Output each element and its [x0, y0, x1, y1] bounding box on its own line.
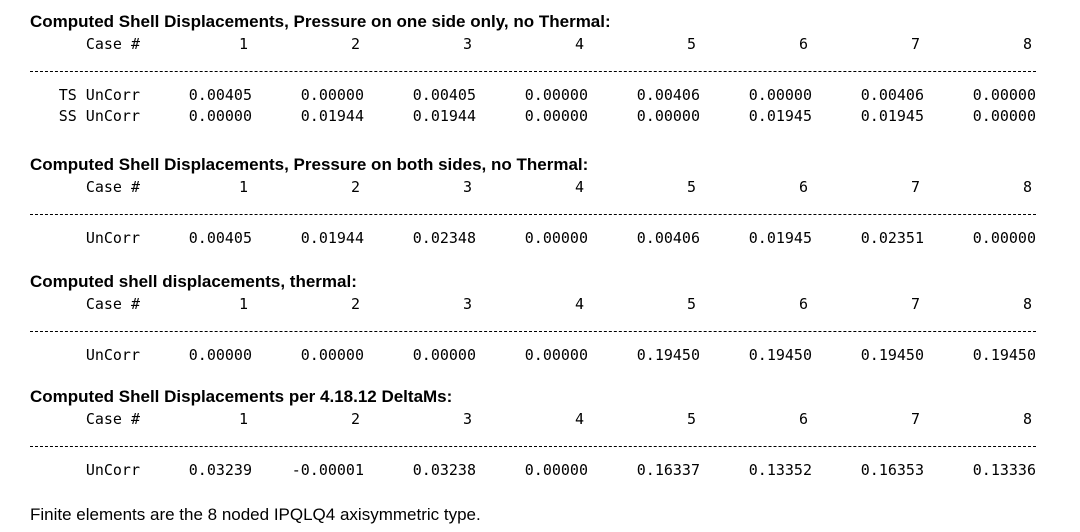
cell-value: 0.00000	[972, 229, 1036, 247]
case-number: 8	[1022, 178, 1032, 196]
cell-value: 0.00000	[300, 346, 364, 364]
cell-value: 0.00000	[524, 346, 588, 364]
cell-value: 0.16353	[860, 461, 924, 479]
case-number: 4	[574, 35, 584, 53]
case-number: 6	[798, 35, 808, 53]
row-label: SS UnCorr	[58, 107, 140, 125]
cell-value: 0.00406	[636, 86, 700, 104]
section-title: Computed Shell Displacements, Pressure o…	[30, 12, 611, 31]
cell-value: 0.00406	[636, 229, 700, 247]
cell-value: 0.19450	[860, 346, 924, 364]
dashed-rule	[30, 331, 1036, 332]
case-number: 6	[798, 295, 808, 313]
cell-value: 0.00000	[524, 229, 588, 247]
header-label: Case #	[85, 35, 140, 53]
cell-value: 0.00000	[636, 107, 700, 125]
cell-value: 0.03239	[188, 461, 252, 479]
case-number: 7	[910, 410, 920, 428]
cell-value: 0.16337	[636, 461, 700, 479]
cell-value: 0.00000	[188, 107, 252, 125]
cell-value: 0.00000	[972, 107, 1036, 125]
cell-value: 0.00000	[748, 86, 812, 104]
case-number: 5	[686, 35, 696, 53]
cell-value: 0.00000	[188, 346, 252, 364]
cell-value: 0.01945	[748, 107, 812, 125]
dashed-rule	[30, 71, 1036, 72]
case-number: 7	[910, 178, 920, 196]
header-label: Case #	[85, 295, 140, 313]
cell-value: 0.00405	[188, 86, 252, 104]
case-number: 5	[686, 410, 696, 428]
footer-note: Finite elements are the 8 noded IPQLQ4 a…	[30, 505, 481, 524]
cell-value: 0.19450	[972, 346, 1036, 364]
case-number: 2	[350, 410, 360, 428]
cell-value: 0.01945	[748, 229, 812, 247]
row-label: UnCorr	[85, 346, 140, 364]
case-number: 1	[238, 295, 248, 313]
cell-value: 0.02351	[860, 229, 924, 247]
row-label: UnCorr	[85, 461, 140, 479]
case-number: 1	[238, 178, 248, 196]
case-number: 4	[574, 295, 584, 313]
row-label: UnCorr	[85, 229, 140, 247]
cell-value: 0.01945	[860, 107, 924, 125]
case-number: 3	[462, 35, 472, 53]
case-number: 3	[462, 295, 472, 313]
cell-value: 0.00000	[972, 86, 1036, 104]
cell-value: 0.00000	[524, 86, 588, 104]
case-number: 5	[686, 295, 696, 313]
case-number: 8	[1022, 35, 1032, 53]
cell-value: 0.19450	[748, 346, 812, 364]
case-number: 4	[574, 410, 584, 428]
cell-value: 0.01944	[412, 107, 476, 125]
row-label: TS UnCorr	[58, 86, 140, 104]
case-number: 8	[1022, 295, 1032, 313]
header-label: Case #	[85, 410, 140, 428]
cell-value: 0.02348	[412, 229, 476, 247]
case-number: 6	[798, 410, 808, 428]
cell-value: 0.00000	[412, 346, 476, 364]
case-number: 5	[686, 178, 696, 196]
cell-value: 0.01944	[300, 107, 364, 125]
case-number: 1	[238, 410, 248, 428]
dashed-rule	[30, 446, 1036, 447]
case-number: 6	[798, 178, 808, 196]
cell-value: 0.19450	[636, 346, 700, 364]
section-title: Computed shell displacements, thermal:	[30, 272, 357, 291]
section-title: Computed Shell Displacements, Pressure o…	[30, 155, 589, 174]
case-number: 3	[462, 178, 472, 196]
case-number: 7	[910, 35, 920, 53]
header-label: Case #	[85, 178, 140, 196]
cell-value: 0.00000	[300, 86, 364, 104]
case-number: 2	[350, 35, 360, 53]
case-number: 8	[1022, 410, 1032, 428]
dashed-rule	[30, 214, 1036, 215]
cell-value: -0.00001	[291, 461, 364, 479]
cell-value: 0.01944	[300, 229, 364, 247]
cell-value: 0.00405	[412, 86, 476, 104]
case-number: 4	[574, 178, 584, 196]
case-number: 7	[910, 295, 920, 313]
case-number: 2	[350, 178, 360, 196]
cell-value: 0.00405	[188, 229, 252, 247]
cell-value: 0.00000	[524, 107, 588, 125]
case-number: 2	[350, 295, 360, 313]
cell-value: 0.03238	[412, 461, 476, 479]
cell-value: 0.13352	[748, 461, 812, 479]
case-number: 1	[238, 35, 248, 53]
section-title: Computed Shell Displacements per 4.18.12…	[30, 387, 453, 406]
cell-value: 0.13336	[972, 461, 1036, 479]
cell-value: 0.00000	[524, 461, 588, 479]
cell-value: 0.00406	[860, 86, 924, 104]
case-number: 3	[462, 410, 472, 428]
